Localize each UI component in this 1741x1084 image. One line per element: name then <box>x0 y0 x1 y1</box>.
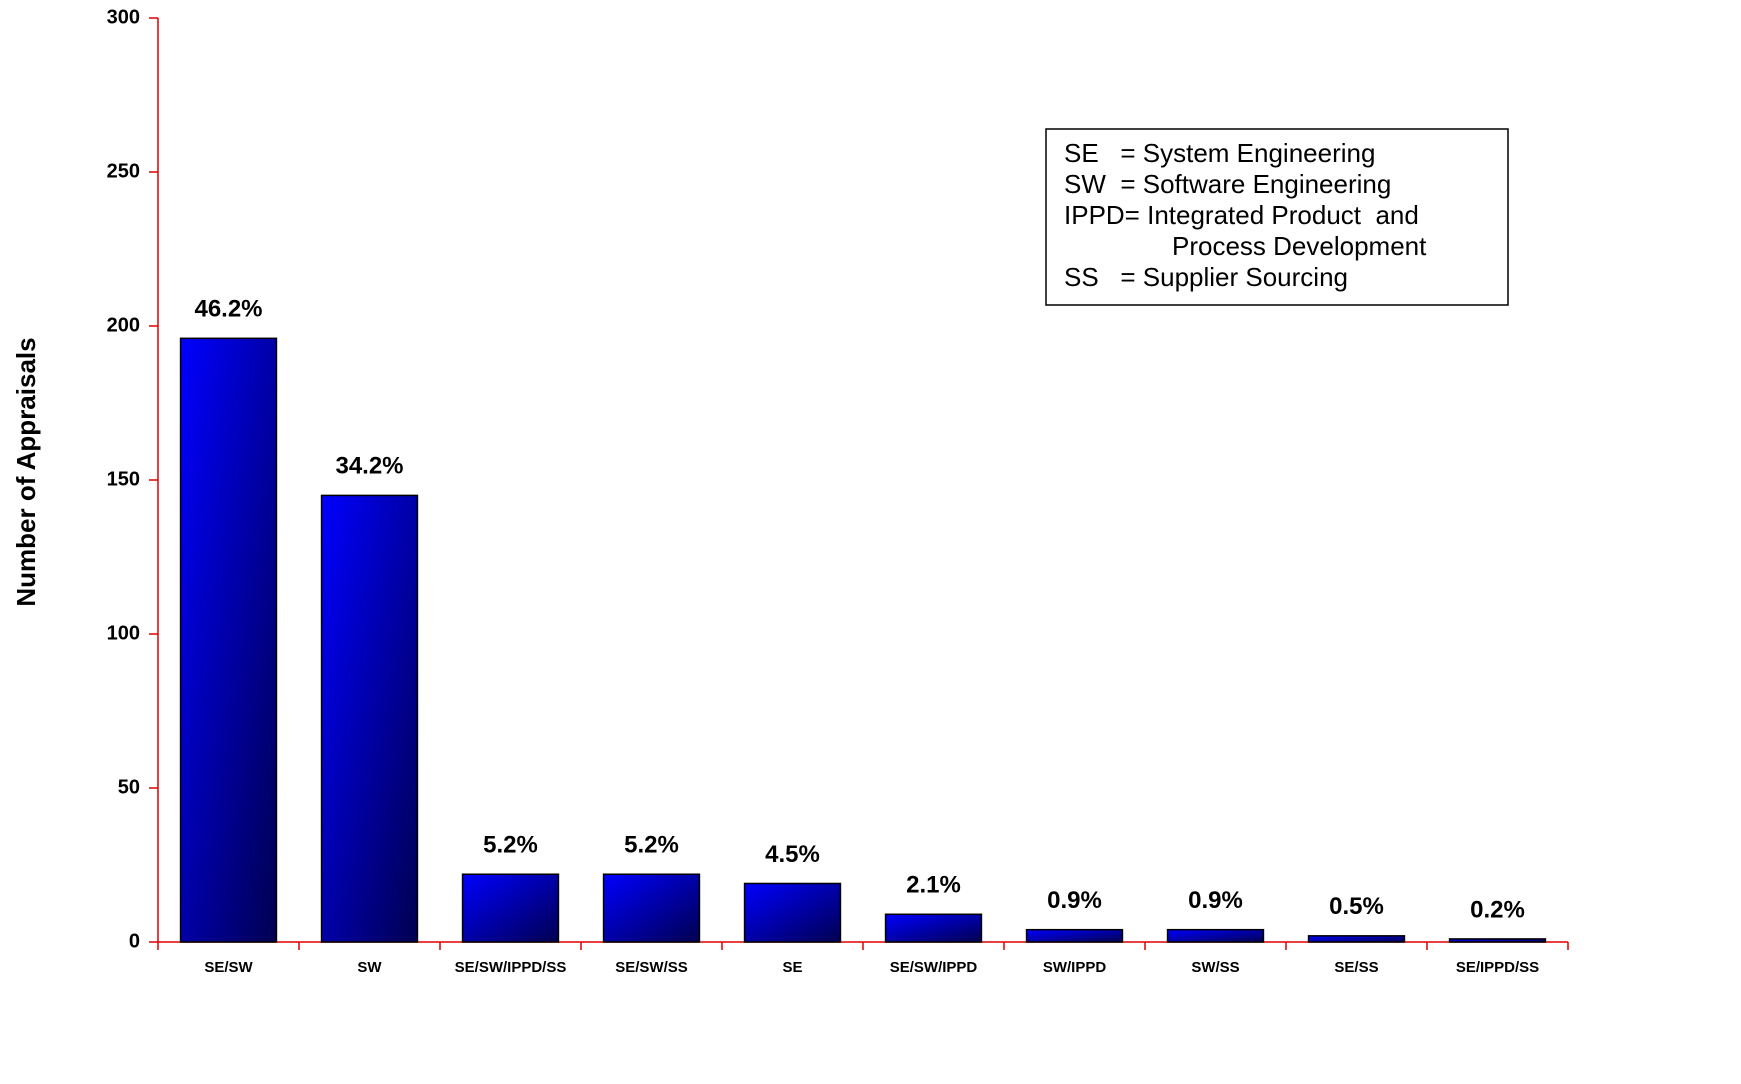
note-line: Process Development <box>1172 231 1427 261</box>
y-tick-label: 250 <box>107 160 140 182</box>
x-tick-label: SE/SW/IPPD <box>890 959 978 976</box>
note-box <box>1045 128 1509 306</box>
bar-label: 46.2% <box>194 296 262 323</box>
bar <box>320 494 419 943</box>
bar <box>461 873 560 943</box>
y-tick-label: 50 <box>118 776 140 798</box>
bar-label: 5.2% <box>483 832 538 859</box>
x-tick-label: SW <box>357 959 382 976</box>
x-tick-label: SE <box>782 959 802 976</box>
x-tick-label: SW/IPPD <box>1043 959 1107 976</box>
y-tick-label: 150 <box>107 468 140 490</box>
bar <box>179 337 278 943</box>
note-line: SS = Supplier Sourcing <box>1064 262 1348 292</box>
bar-label: 2.1% <box>906 872 961 899</box>
bar <box>1448 938 1547 943</box>
bar <box>884 913 983 943</box>
x-tick-label: SW/SS <box>1191 959 1239 976</box>
bar-label: 0.2% <box>1470 896 1525 923</box>
x-tick-label: SE/SS <box>1334 959 1378 976</box>
y-tick-label: 100 <box>107 622 140 644</box>
bar-label: 0.9% <box>1188 887 1243 914</box>
bar-label: 34.2% <box>335 453 403 480</box>
y-axis-label: Number of Appraisals <box>11 337 41 606</box>
bar-label: 5.2% <box>624 832 679 859</box>
y-tick-label: 300 <box>107 6 140 28</box>
x-tick-label: SE/SW <box>204 959 253 976</box>
note-line: IPPD= Integrated Product and <box>1064 200 1419 230</box>
bar <box>602 873 701 943</box>
bar <box>1166 928 1265 943</box>
note-line: SE = System Engineering <box>1064 138 1375 168</box>
bar-label: 0.9% <box>1047 887 1102 914</box>
note-line: SW = Software Engineering <box>1064 169 1391 199</box>
bar <box>1025 928 1124 943</box>
bar-label: 0.5% <box>1329 893 1384 920</box>
y-tick-label: 200 <box>107 314 140 336</box>
bar <box>1307 935 1406 943</box>
bar-label: 4.5% <box>765 841 820 868</box>
x-tick-label: SE/SW/SS <box>615 959 688 976</box>
x-tick-label: SE/IPPD/SS <box>1456 959 1539 976</box>
bar <box>743 882 842 943</box>
x-tick-label: SE/SW/IPPD/SS <box>455 959 567 976</box>
y-tick-label: 0 <box>129 930 140 952</box>
